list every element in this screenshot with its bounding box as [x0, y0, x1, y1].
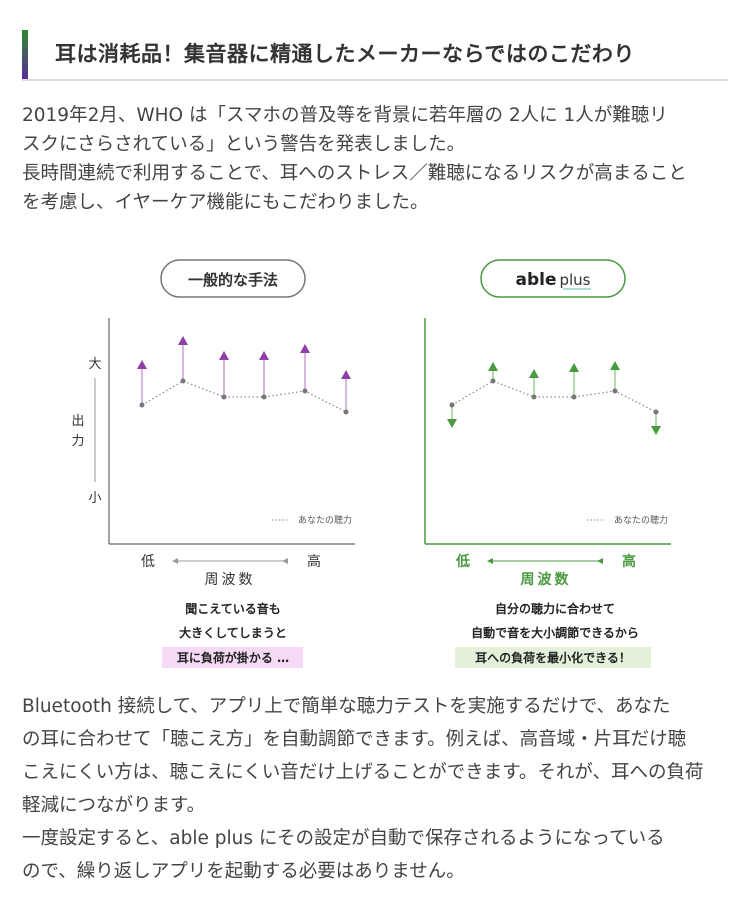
- intro-line: 長時間連続で利用することで、耳へのストレス／難聴になるリスクが高まること: [22, 163, 687, 184]
- y-label: 力: [71, 434, 84, 449]
- caption-highlight: 耳に負荷が掛かる …: [177, 650, 289, 665]
- intro-line: スクにさらされている」という警告を発表しました。: [22, 134, 466, 155]
- arrow-up-icon: [219, 351, 229, 360]
- method-pill-label: 一般的な手法: [188, 271, 278, 289]
- hearing-point: [612, 388, 618, 394]
- conventional-method-panel: 一般的な手法 大 出 力 小 あなたの聴力 低 高 周波数 聞こえている音も 大…: [71, 259, 355, 668]
- hearing-point: [490, 378, 496, 384]
- hearing-point: [302, 388, 308, 394]
- arrow-up-icon: [178, 336, 188, 345]
- hearing-point: [139, 402, 145, 408]
- arrow-up-icon: [529, 369, 539, 378]
- caption-highlight-bg: [162, 647, 303, 668]
- body-line: 一度設定すると、able plus にその設定が自動で保存されるようになっている: [22, 828, 665, 849]
- body-line: こえにくい方は、聴こえにくい音だけ上げることができます。それが、耳への負荷: [22, 762, 704, 783]
- arrow-up-icon: [300, 344, 310, 353]
- body-line: ので、繰り返しアプリを起動する必要はありません。: [22, 861, 465, 882]
- caption-line: 自動で音を大小調節できるから: [471, 625, 639, 640]
- hearing-point: [653, 409, 659, 415]
- arrow-up-icon: [610, 361, 620, 370]
- method-pill: [160, 259, 306, 298]
- hearing-line: [451, 380, 657, 413]
- able-plus-pill: [480, 259, 626, 298]
- x-axis-label: 周波数: [205, 572, 256, 588]
- arrow-up-icon: [488, 362, 498, 371]
- x-axis-label: 周波数: [521, 571, 572, 588]
- intro-line: を考慮し、イヤーケア機能にもこだわりました。: [22, 192, 429, 213]
- body-line: の耳に合わせて「聴こえ方」を自動調節できます。例えば、高音域・片耳だけ聴: [22, 729, 687, 750]
- able-plus-logo: able plus: [515, 270, 590, 290]
- hearing-line: [141, 380, 347, 413]
- x-high-label: 高: [622, 553, 636, 570]
- intro-paragraph: 2019年2月、WHO は「スマホの普及等を背景に若年層の 2人に 1人が難聴リ…: [22, 101, 732, 224]
- y-high-label: 大: [88, 357, 101, 372]
- arrow-up-icon: [341, 370, 351, 379]
- arrow-down-icon: [447, 419, 457, 428]
- x-high-label: 高: [307, 553, 321, 570]
- arrow-up-icon: [259, 351, 269, 360]
- body-line: Bluetooth 接続して、アプリ上で簡単な聴力テストを実施するだけで、あなた: [22, 696, 671, 717]
- legend-label: あなたの聴力: [298, 514, 352, 526]
- comparison-diagram: 一般的な手法 大 出 力 小 あなたの聴力 低 高 周波数 聞こえている音も 大…: [71, 259, 671, 668]
- x-low-label: 低: [455, 553, 470, 570]
- arrow-down-icon: [651, 426, 661, 435]
- arrow-up-icon: [137, 360, 147, 369]
- hearing-point: [343, 409, 349, 415]
- caption-highlight-bg: [455, 647, 651, 668]
- title-divider: [22, 79, 728, 81]
- body-line: 軽減につながります。: [22, 795, 206, 816]
- heading-accent-bar: [22, 30, 28, 80]
- x-low-label: 低: [141, 554, 155, 570]
- caption-line: 大きくしてしまうと: [179, 625, 287, 640]
- caption-highlight: 耳への負荷を最小化できる！: [475, 650, 631, 665]
- body-paragraph: Bluetooth 接続して、アプリ上で簡単な聴力テストを実施するだけで、あなた…: [22, 690, 732, 888]
- arrow-up-icon: [569, 363, 579, 372]
- intro-line: 2019年2月、WHO は「スマホの普及等を背景に若年層の 2人に 1人が難聴リ: [22, 105, 668, 126]
- hearing-point: [449, 402, 455, 408]
- section-title: 耳は消耗品！集音器に精通したメーカーならではのこだわり: [55, 42, 635, 66]
- legend-label: あなたの聴力: [614, 514, 668, 526]
- hearing-point: [531, 394, 537, 400]
- hearing-point: [571, 394, 577, 400]
- hearing-point: [221, 394, 227, 400]
- able-plus-panel: able plus あなたの聴力 低 高 周波数 自分の聴力に合わせて 自動で音を…: [424, 259, 671, 668]
- y-low-label: 小: [88, 491, 101, 506]
- caption-line: 自分の聴力に合わせて: [495, 601, 615, 616]
- hearing-point: [180, 378, 186, 384]
- hearing-point: [261, 394, 267, 400]
- y-label: 出: [71, 414, 84, 429]
- caption-line: 聞こえている音も: [185, 601, 280, 616]
